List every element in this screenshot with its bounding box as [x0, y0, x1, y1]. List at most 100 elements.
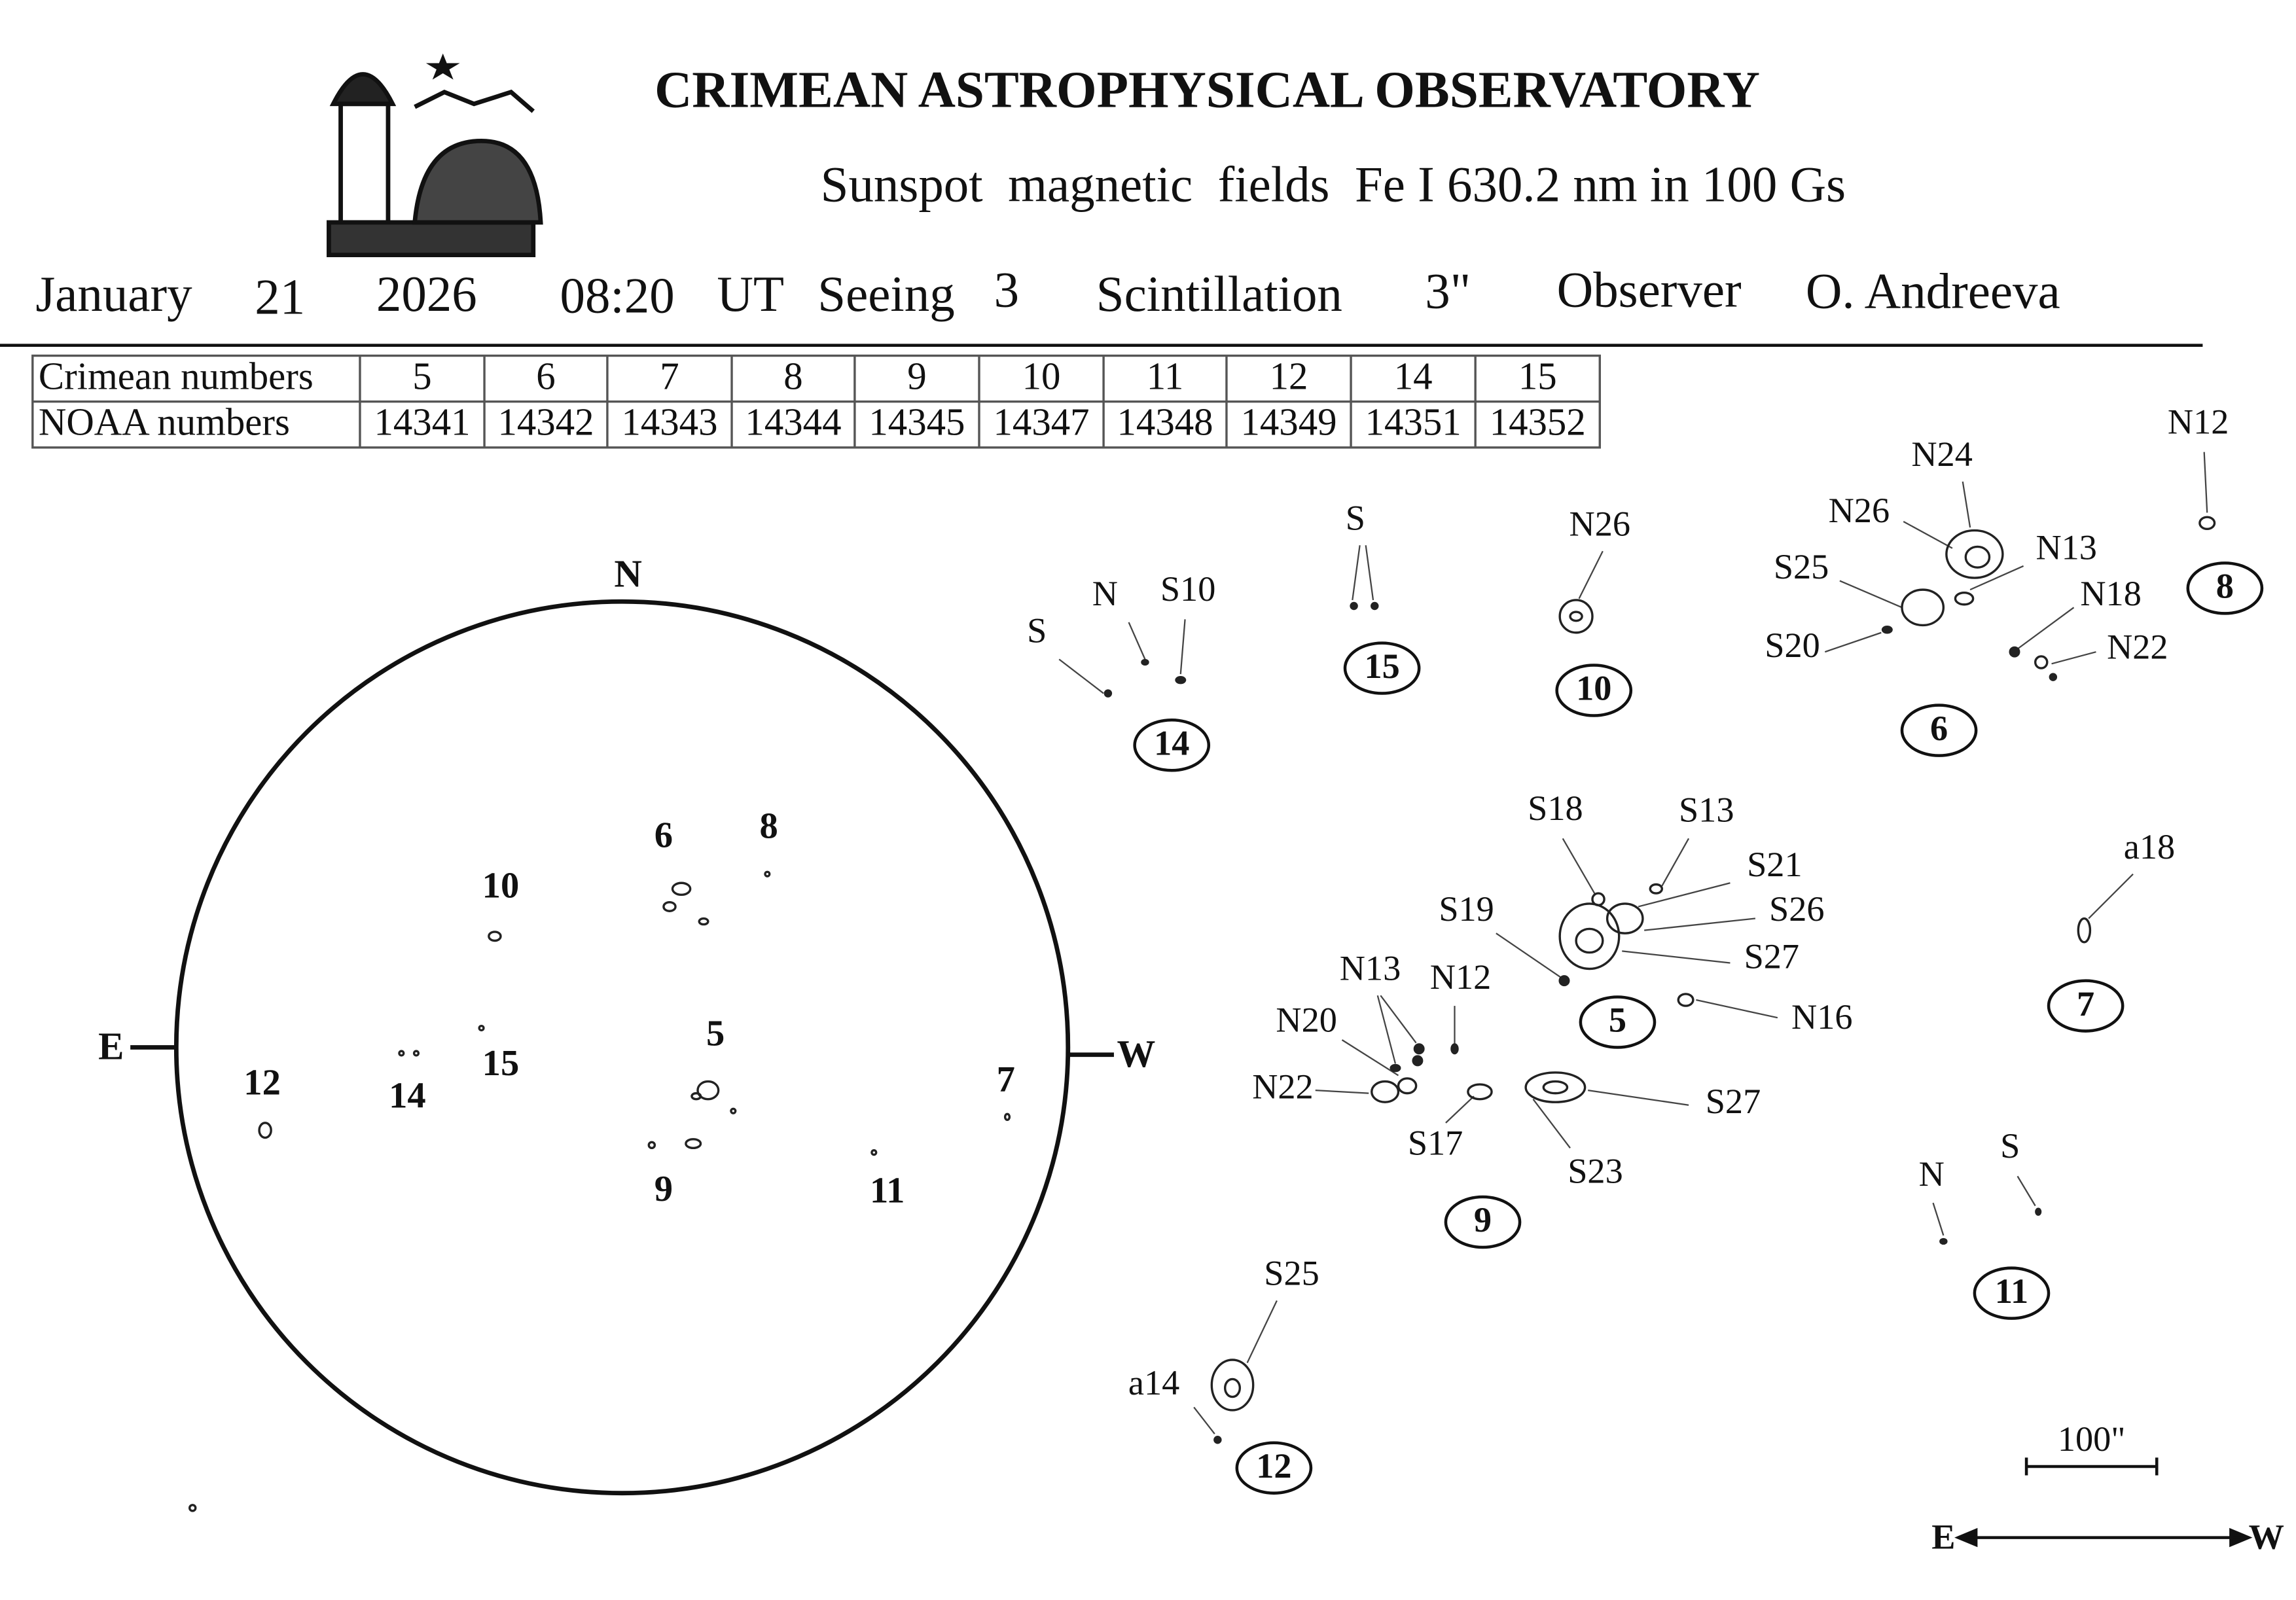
spot	[1605, 902, 1644, 934]
spot	[1945, 529, 2004, 579]
field-label: S23	[1568, 1152, 1623, 1191]
leader-line	[2203, 452, 2208, 513]
day: 21	[255, 269, 305, 325]
spot	[2035, 1207, 2042, 1216]
table-cell: 7	[660, 355, 679, 397]
leader-line	[2017, 1175, 2036, 1207]
disk-spot	[764, 870, 771, 878]
spot	[1412, 1055, 1424, 1067]
leader-line	[1962, 481, 1971, 528]
table-cell: 14343	[621, 401, 717, 444]
row-header: NOAA numbers	[39, 401, 290, 444]
disk-region-label: 10	[482, 865, 520, 906]
spot	[1467, 1083, 1493, 1101]
leader-line	[1969, 565, 2024, 591]
field-label: N24	[1911, 435, 1973, 474]
leader-line	[1341, 1039, 1399, 1076]
disk-spot	[478, 1024, 485, 1032]
group-circle	[2186, 561, 2264, 615]
table-cell: 8	[783, 355, 802, 397]
field-label: a14	[1128, 1363, 1179, 1402]
spot	[1210, 1359, 1255, 1412]
disk-region-label: 12	[243, 1062, 281, 1103]
spot	[1954, 591, 1975, 606]
leader-line	[1128, 622, 1146, 660]
west-label: W	[1117, 1033, 1155, 1075]
time: 08:20	[560, 267, 674, 323]
east-label: E	[98, 1025, 124, 1067]
row-header: Crimean numbers	[39, 355, 314, 397]
spot	[1677, 993, 1695, 1007]
spot	[2198, 516, 2216, 531]
leader-line	[1376, 995, 1397, 1064]
disk-region-label: 15	[482, 1043, 520, 1084]
table-cell: 14342	[497, 401, 594, 444]
field-label: S25	[1774, 547, 1829, 586]
seeing-label: Seeing	[817, 266, 954, 322]
spot	[1901, 588, 1945, 627]
disk-spot	[671, 881, 692, 897]
table-cell: 14348	[1117, 401, 1213, 444]
disk-spot	[870, 1149, 878, 1156]
field-label: S17	[1408, 1124, 1463, 1163]
field-label: S	[1027, 611, 1047, 650]
spot	[1881, 626, 1893, 634]
disk-spot	[188, 1504, 197, 1512]
west-arrow-label: W	[2249, 1518, 2284, 1557]
leader-line	[1661, 838, 1690, 887]
leader-line	[2051, 651, 2096, 665]
field-label: N26	[1570, 505, 1631, 544]
title: CRIMEAN ASTROPHYSICAL OBSERVATORY	[655, 61, 1760, 118]
subtitle: Sunspot magnetic fields Fe I 630.2 nm in…	[821, 156, 1846, 213]
field-label: a18	[2124, 827, 2175, 866]
solar-disk	[173, 599, 1071, 1496]
leader-line	[1179, 619, 1186, 675]
group-circle	[1555, 664, 1633, 717]
table-cell: 6	[536, 355, 555, 397]
field-label: S13	[1679, 790, 1734, 829]
spot	[1964, 545, 1991, 569]
table-cell: 12	[1270, 355, 1308, 397]
group-circle	[1579, 995, 1657, 1049]
disk-region-label: 6	[655, 815, 673, 855]
field-label: S27	[1744, 936, 1800, 976]
spot	[1141, 658, 1149, 666]
disk-spot	[412, 1050, 420, 1057]
spot	[1939, 1237, 1948, 1245]
field-label: S10	[1160, 569, 1216, 609]
leader-line	[1380, 995, 1417, 1044]
field-label: N	[1919, 1154, 1945, 1194]
table-cell: 14	[1394, 355, 1433, 397]
field-label: S18	[1528, 789, 1583, 828]
spot	[1450, 1043, 1459, 1055]
leader-line	[1588, 1089, 1689, 1106]
table-cell: 14349	[1240, 401, 1336, 444]
field-label: S	[2000, 1126, 2020, 1165]
field-label: S21	[1747, 845, 1802, 884]
spot	[1558, 975, 1570, 987]
spot	[1223, 1378, 1242, 1398]
table-cell: 14341	[374, 401, 470, 444]
disk-spot	[730, 1107, 737, 1114]
spot	[1575, 927, 1604, 954]
field-label: N18	[2080, 574, 2142, 613]
spot	[1569, 611, 1583, 622]
table-cell: 5	[412, 355, 431, 397]
leader-line	[1903, 521, 1953, 549]
year: 2026	[376, 266, 477, 322]
field-label: N26	[1829, 491, 1890, 530]
field-label: N22	[2107, 627, 2168, 666]
spot	[1371, 601, 1379, 611]
group-circle	[1900, 703, 1978, 757]
field-label: S27	[1706, 1082, 1761, 1121]
disk-spot	[696, 1080, 720, 1101]
group-number: 11	[1995, 1271, 2028, 1311]
spot	[2077, 917, 2092, 944]
group-number: 5	[1609, 1001, 1626, 1040]
group-number: 10	[1576, 669, 1611, 708]
leader-line	[1365, 545, 1374, 601]
spot	[1350, 601, 1358, 611]
spot	[1413, 1043, 1425, 1055]
north-label: N	[614, 553, 641, 596]
